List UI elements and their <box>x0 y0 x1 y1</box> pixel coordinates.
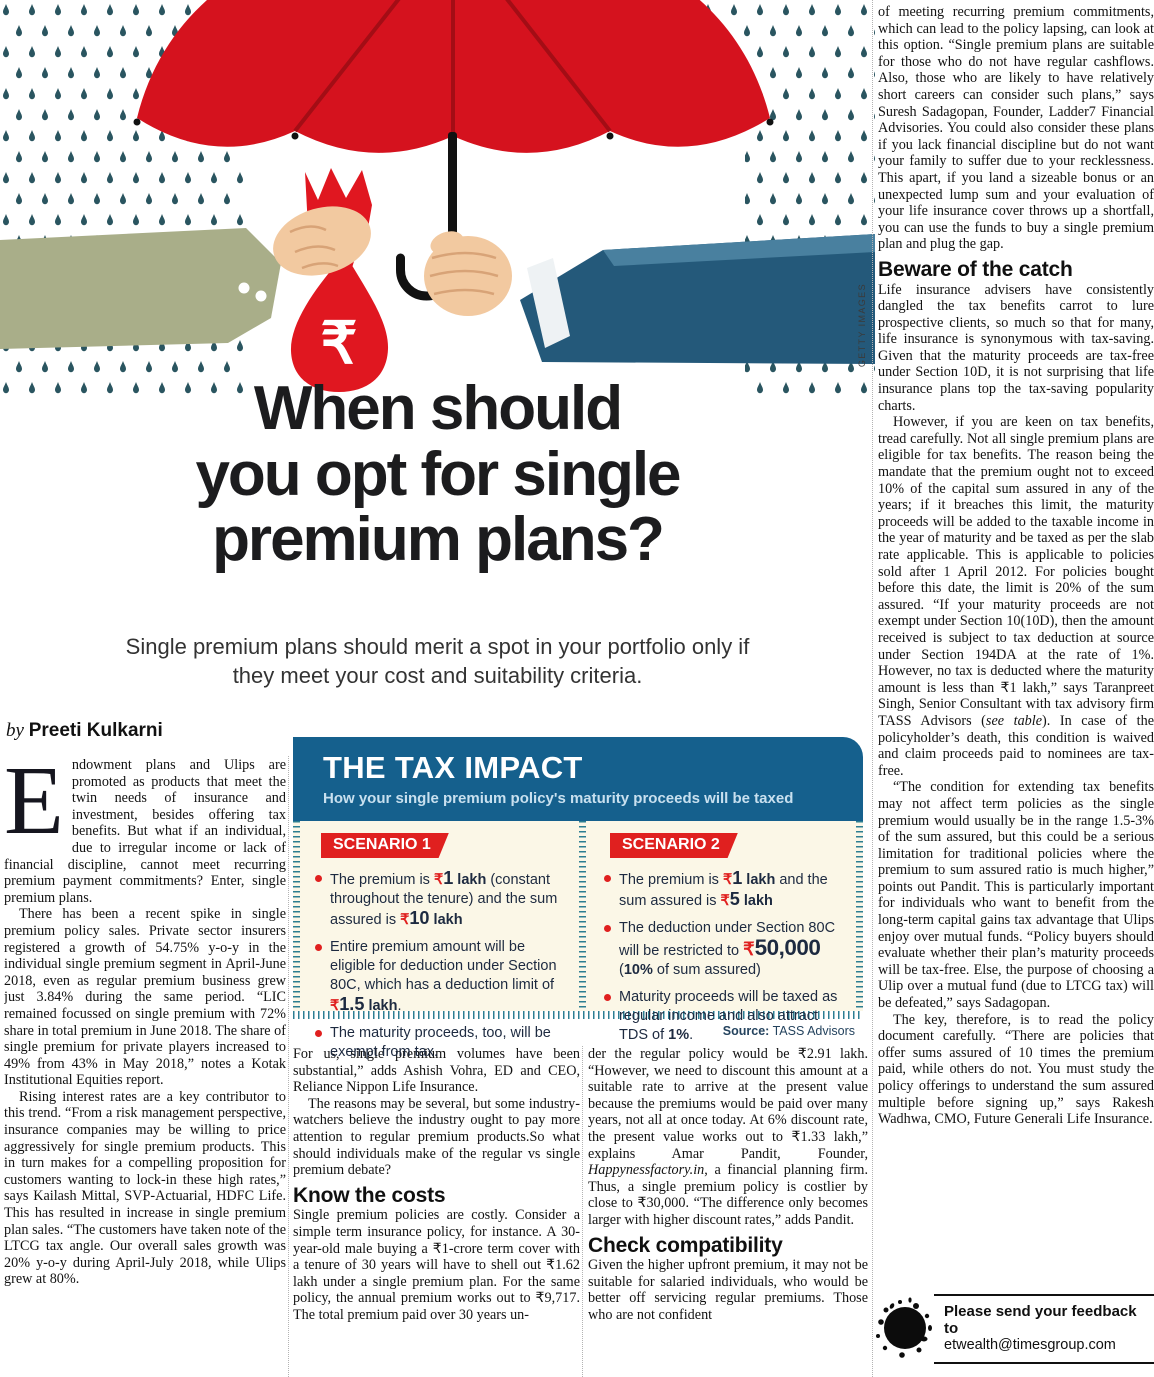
article-paragraph: However, if you are keen on tax benefits… <box>878 414 1154 779</box>
article-paragraph: There has been a recent spike in single … <box>4 906 286 1089</box>
section-heading: Know the costs <box>293 1183 446 1207</box>
money-bag <box>290 262 389 392</box>
scenario-bullet: The premium is ₹1 lakh and the sum assur… <box>602 869 847 911</box>
deck: Single premium plans should merit a spot… <box>0 632 875 690</box>
feedback-text-block: Please send your feedback to etwealth@ti… <box>934 1294 1154 1364</box>
column-rule <box>288 756 289 1377</box>
section-heading: Beware of the catch <box>878 257 1073 281</box>
rupee-symbol: ₹ <box>321 311 358 376</box>
tax-impact-body: SCENARIO 1 The premium is ₹1 lakh (const… <box>293 821 863 1060</box>
scenario-2-bullets: The premium is ₹1 lakh and the sum assur… <box>602 869 847 1045</box>
scenario-bullet: The deduction under Section 80C will be … <box>602 919 847 980</box>
column-rule <box>872 0 873 1377</box>
scenario-bullet: The premium is ₹1 lakh (constant through… <box>313 869 558 930</box>
article-paragraph: der the regular policy would be ₹2.91 la… <box>588 1046 868 1228</box>
ticker-border-left <box>293 821 300 1011</box>
scenario-1-bullets: The premium is ₹1 lakh (constant through… <box>313 869 558 1062</box>
feedback-email[interactable]: etwealth@timesgroup.com <box>944 1337 1116 1353</box>
deck-line: Single premium plans should merit a spot… <box>125 634 750 659</box>
byline-prefix: by <box>6 720 24 741</box>
feedback-text: Please send your feedback to <box>944 1303 1137 1337</box>
article-column-2: For us, single premium volumes have been… <box>293 1046 580 1377</box>
article-paragraph: Rising interest rates are a key contribu… <box>4 1088 286 1288</box>
ticker-border-center <box>579 821 586 1011</box>
byline-author: Preeti Kulkarni <box>28 720 163 741</box>
umbrella-icon <box>133 0 774 301</box>
tax-impact-subtitle: How your single premium policy's maturit… <box>323 790 794 807</box>
article-paragraph: The reasons may be several, but some ind… <box>293 1095 580 1179</box>
hand-holding-umbrella <box>424 231 875 364</box>
scenario-2-badge: SCENARIO 2 <box>610 833 738 858</box>
article-paragraph: “The condition for extending tax benefit… <box>878 779 1154 1012</box>
scenario-2-panel: SCENARIO 2 The premium is ₹1 lakh and th… <box>574 821 863 1043</box>
drop-cap: E <box>4 757 64 855</box>
photo-credit: GETTY IMAGES <box>857 283 867 368</box>
scenario-bullet: The maturity proceeds, too, will be exem… <box>313 1024 558 1062</box>
hand-with-money-bag: ₹ <box>0 168 389 392</box>
feedback-box: Please send your feedback to etwealth@ti… <box>876 1294 1154 1366</box>
scenario-bullet: Entire premium amount will be eligible f… <box>313 938 558 1016</box>
scenario-bullet: Maturity proceeds will be taxed as regul… <box>602 988 847 1045</box>
headline-line: you opt for single <box>195 439 681 509</box>
tax-impact-header: THE TAX IMPACT How your single premium p… <box>293 737 863 821</box>
ticker-border-bottom <box>293 1011 863 1019</box>
umbrella-rain-graphic: ₹ <box>0 0 875 400</box>
byline: by Preeti Kulkarni <box>6 720 163 742</box>
ink-splat-icon <box>876 1297 932 1358</box>
headline-line: When should <box>253 374 623 443</box>
article-paragraph: Given the higher upfront premium, it may… <box>588 1257 868 1323</box>
section-heading: Check compatibility <box>588 1233 783 1257</box>
article-column-3: der the regular policy would be ₹2.91 la… <box>588 1046 868 1377</box>
umbrella-illustration: ₹ <box>0 0 875 400</box>
article-paragraph: Life insurance advisers have consistentl… <box>878 281 1154 414</box>
article-paragraph: For us, single premium volumes have been… <box>293 1046 580 1096</box>
column-rule <box>582 1046 583 1377</box>
article-column-4: of meeting recurring premium commitments… <box>878 4 1154 1288</box>
deck-line: they meet your cost and suitability crit… <box>232 663 643 689</box>
scenario-1-panel: SCENARIO 1 The premium is ₹1 lakh (const… <box>293 821 574 1060</box>
headline-line: premium plans? <box>212 505 665 575</box>
headline: When should you opt for single premium p… <box>0 376 875 573</box>
source-label: Source: <box>722 1024 770 1038</box>
article-paragraph: The key, therefore, is to read the polic… <box>878 1011 1154 1128</box>
scenario-1-badge: SCENARIO 1 <box>321 833 449 858</box>
article-paragraph: Single premium policies are costly. Cons… <box>293 1207 580 1323</box>
source-note: Source: TASS Advisors <box>293 1019 863 1038</box>
tax-impact-title: THE TAX IMPACT <box>323 750 583 785</box>
article-paragraph: of meeting recurring premium commitments… <box>878 4 1154 253</box>
source-value: TASS Advisors <box>772 1024 855 1038</box>
tax-impact-infographic: THE TAX IMPACT How your single premium p… <box>293 737 863 1060</box>
ticker-border-right <box>856 821 863 1011</box>
